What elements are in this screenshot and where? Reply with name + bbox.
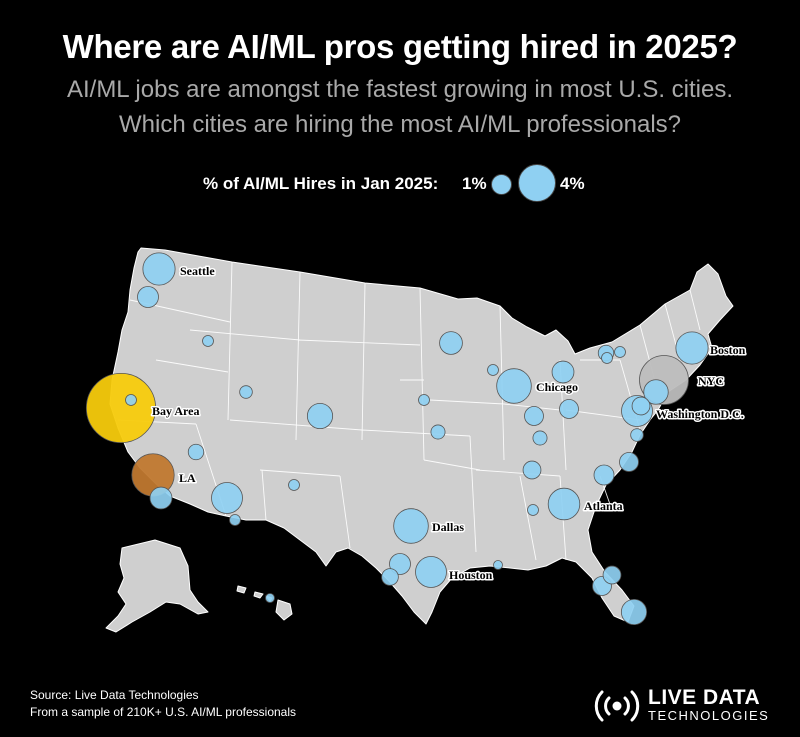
legend-small-bubble <box>491 174 512 195</box>
city-bubbles <box>85 252 709 626</box>
bubble-philadelphia <box>643 379 669 405</box>
alaska-shape <box>105 539 209 633</box>
city-labels: Bay Area NYC LA Dallas Chicago Seattle Boston A… <box>151 262 748 583</box>
label-bay-area: Bay Area <box>152 404 199 418</box>
bubble-kansas-city <box>430 424 446 440</box>
label-seattle: Seattle <box>180 264 215 278</box>
logo-line-2: TECHNOLOGIES <box>648 708 770 723</box>
bubble-orlando <box>602 565 622 585</box>
label-houston: Houston <box>449 568 493 582</box>
bubble-bay-area <box>85 372 157 444</box>
bubble-new-orleans <box>493 560 503 570</box>
bubble-indianapolis <box>524 406 544 426</box>
subtitle-line-1: AI/ML jobs are amongst the fastest growi… <box>66 76 734 103</box>
legend-small-value: 1% <box>462 174 487 193</box>
bubble-las-vegas <box>187 443 205 461</box>
bubble-charlotte <box>619 452 639 472</box>
bubble-atlanta <box>547 487 581 521</box>
bubble-columbus <box>559 399 579 419</box>
label-boston: Boston <box>710 343 746 357</box>
contiguous-us-shape <box>109 247 734 625</box>
subtitle-line-2: Which cities are hiring the most AI/ML p… <box>118 111 682 138</box>
bubble-austin <box>389 553 411 575</box>
bubble-baltimore <box>631 396 651 416</box>
source-line-1: Source: Live Data Technologies <box>30 688 199 702</box>
legend-label: % of AI/ML Hires in Jan 2025: <box>203 174 439 193</box>
page-title: Where are AI/ML pros getting hired in 20… <box>62 28 738 65</box>
bubble-richmond <box>630 428 644 442</box>
bubble-tucson <box>229 514 241 526</box>
legend-large-bubble <box>518 164 556 202</box>
bubble-boston <box>675 331 709 365</box>
bubble-albany <box>614 346 626 358</box>
label-chicago: Chicago <box>536 380 578 394</box>
size-legend: % of AI/ML Hires in Jan 2025: 1% 4% <box>0 164 800 202</box>
source-line-2: From a sample of 210K+ U.S. AI/ML profes… <box>30 705 297 719</box>
bubble-albuquerque <box>288 479 300 491</box>
bubble-detroit <box>551 360 575 384</box>
bubble-seattle <box>142 252 176 286</box>
bubble-minneapolis <box>439 331 463 355</box>
broadcast-signal-icon <box>594 690 640 722</box>
label-la: LA <box>179 471 196 485</box>
bubble-boise <box>202 335 214 347</box>
bubble-sacramento <box>125 394 137 406</box>
bubble-hartford <box>601 352 613 364</box>
logo-line-1: LIVE DATA <box>648 686 761 709</box>
bubble-chicago <box>496 368 532 404</box>
bubble-houston <box>415 556 447 588</box>
bubble-dallas <box>393 508 429 544</box>
bubble-omaha <box>418 394 430 406</box>
label-dallas: Dallas <box>432 520 464 534</box>
bubble-san-diego <box>149 486 173 510</box>
land-layer <box>105 247 734 633</box>
bubble-san-antonio <box>381 568 399 586</box>
live-data-logo[interactable]: LIVE DATA TECHNOLOGIES <box>592 686 782 726</box>
label-nyc: NYC <box>698 374 724 388</box>
bubble-st-louis <box>532 430 548 446</box>
bubble-miami <box>620 598 648 626</box>
hawaii-big-island <box>275 599 293 621</box>
bubble-phoenix <box>211 482 243 514</box>
bubble-raleigh <box>593 464 615 486</box>
label-washington-d-c: Washington D.C. <box>656 407 744 421</box>
label-atlanta: Atlanta <box>584 499 623 513</box>
bubble-memphis <box>487 364 499 376</box>
bubble-hawaii <box>265 593 275 603</box>
bubble-milwaukee <box>527 504 539 516</box>
bubble-nashville <box>522 460 542 480</box>
bubble-denver <box>306 402 334 430</box>
bubble-portland <box>137 286 159 308</box>
bubble-salt-lake-city <box>239 385 253 399</box>
legend-large-value: 4% <box>560 174 585 193</box>
